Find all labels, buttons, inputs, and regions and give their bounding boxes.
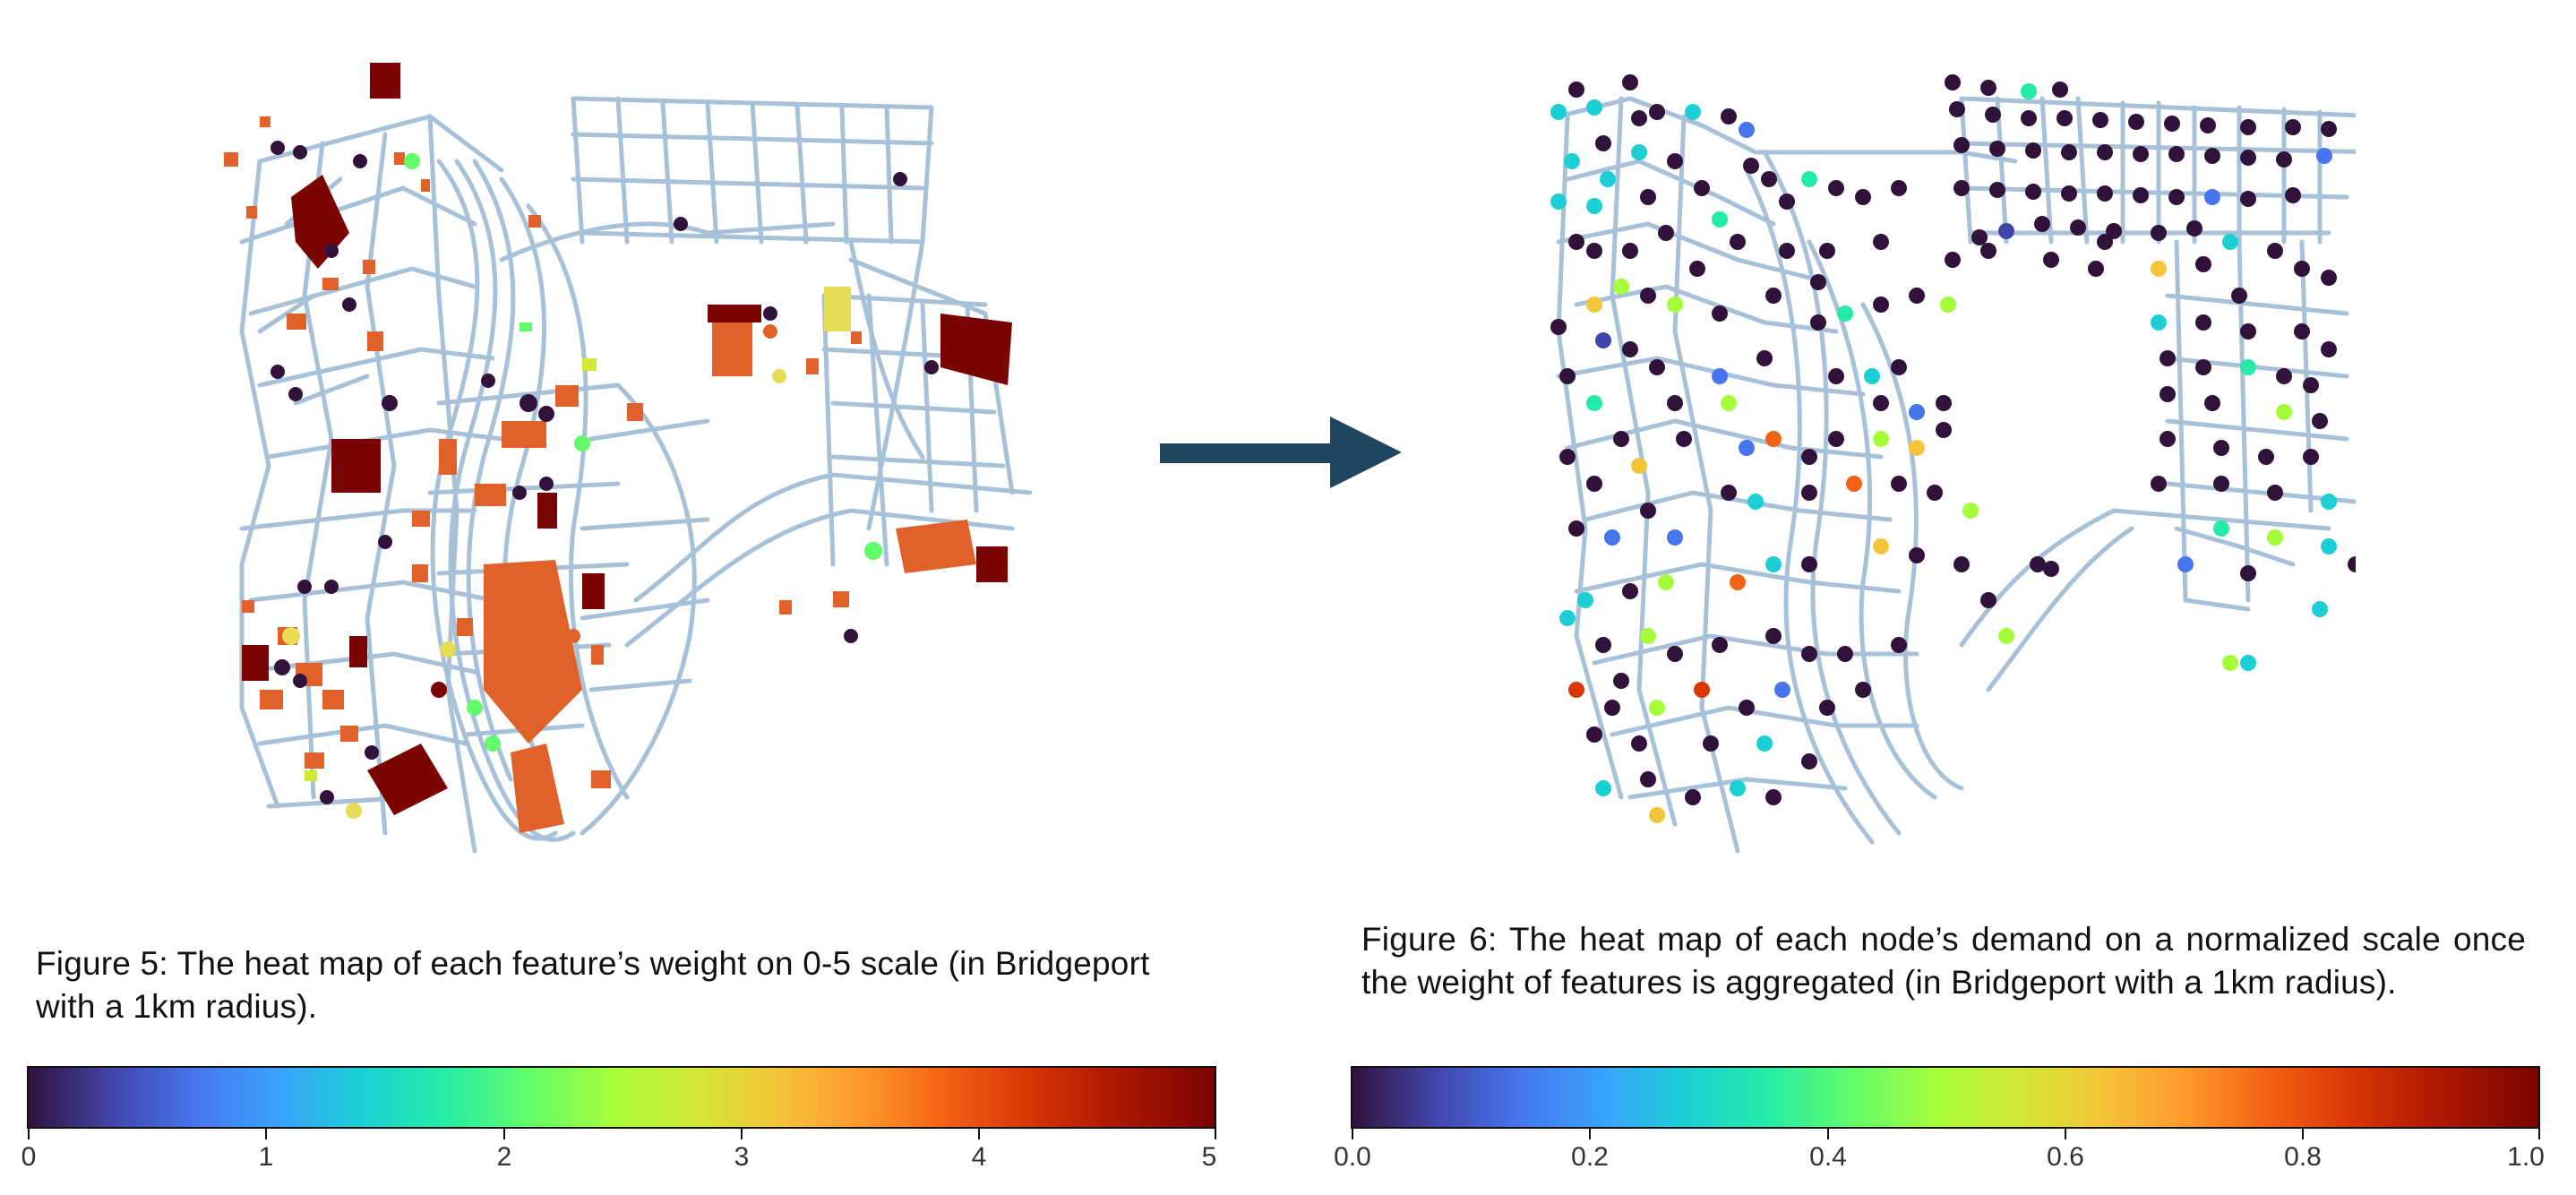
point-features — [270, 141, 939, 819]
figure6-tick-label: 0.8 — [2284, 1142, 2322, 1172]
node-demand-map — [1550, 74, 2356, 854]
figure6-caption: Figure 6: The heat map of each node’s de… — [1361, 921, 2526, 1001]
figure5-tick — [1215, 1129, 1216, 1139]
figure6-tick — [1589, 1129, 1591, 1139]
figure5-tick-label: 5 — [1201, 1142, 1217, 1172]
figure6-tick — [1827, 1129, 1829, 1139]
figure5-tick-label: 1 — [258, 1142, 274, 1172]
figure6-tick-label: 0.2 — [1571, 1142, 1609, 1172]
figure5-tick — [978, 1129, 980, 1139]
figure6-tick — [2538, 1129, 2540, 1139]
figure6-tick-label: 0.4 — [1809, 1142, 1847, 1172]
figure6-tick-label: 1.0 — [2507, 1142, 2545, 1172]
street-network — [1556, 96, 2356, 854]
figure5-colorbar — [27, 1066, 1216, 1129]
figure6-colorbar — [1351, 1066, 2540, 1129]
figure5-tick-label: 3 — [734, 1142, 750, 1172]
figure5-tick — [28, 1129, 30, 1139]
demand-nodes — [1550, 74, 2356, 823]
figure5-tick-label: 4 — [971, 1142, 987, 1172]
figure5-tick — [265, 1129, 267, 1139]
figure5-tick-label: 0 — [21, 1142, 37, 1172]
figure5-tick-label: 2 — [496, 1142, 512, 1172]
figure5-tick — [503, 1129, 505, 1139]
figure6-tick — [2302, 1129, 2304, 1139]
figure5-caption: Figure 5: The heat map of each feature’s… — [36, 945, 1150, 1025]
figure6-tick — [2065, 1129, 2066, 1139]
transition-arrow — [1160, 417, 1402, 488]
figure6-tick — [1352, 1129, 1353, 1139]
feature-footprints — [224, 63, 1012, 833]
feature-weight-map — [224, 63, 1033, 854]
figure6-tick-label: 0.6 — [2047, 1142, 2084, 1172]
figure5-tick — [741, 1129, 743, 1139]
figure6-tick-label: 0.0 — [1334, 1142, 1371, 1172]
